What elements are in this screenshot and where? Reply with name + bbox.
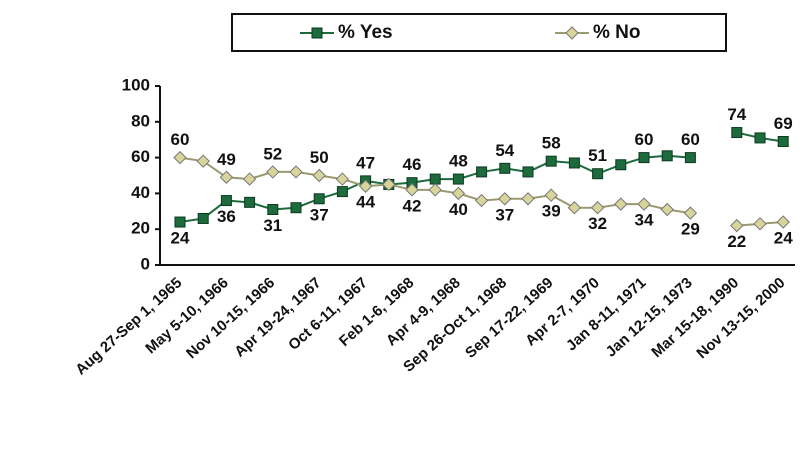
point (382, 177, 396, 192)
point (545, 155, 557, 167)
legend-marker (311, 27, 323, 39)
data-label: 58 (542, 134, 561, 153)
data-label: 60 (171, 130, 190, 149)
point (660, 202, 674, 217)
data-label: 37 (495, 205, 514, 224)
data-label: 46 (403, 155, 422, 174)
point (521, 192, 535, 206)
point (776, 215, 790, 229)
point (266, 165, 280, 179)
point (615, 159, 627, 171)
y-tick-label: 80 (131, 111, 150, 130)
point (592, 168, 604, 180)
point (777, 135, 789, 147)
point (683, 206, 698, 220)
point (522, 166, 534, 178)
data-label: 74 (727, 105, 746, 124)
data-label: 31 (263, 216, 282, 235)
point (267, 204, 279, 216)
point (174, 216, 186, 228)
point (290, 202, 302, 214)
data-label: 39 (542, 202, 561, 221)
data-label: 24 (171, 229, 190, 248)
data-label: 60 (635, 130, 654, 149)
data-label: 48 (449, 152, 468, 171)
point (476, 166, 488, 178)
point (313, 193, 325, 205)
point (219, 170, 234, 184)
y-tick-label: 20 (131, 219, 150, 238)
legend-label: % No (593, 22, 641, 43)
point (753, 217, 767, 231)
point (661, 150, 673, 162)
data-label: 49 (217, 150, 236, 169)
point (590, 201, 605, 215)
point (568, 157, 580, 169)
data-label: 24 (774, 229, 793, 248)
data-label: 29 (681, 220, 700, 239)
point (452, 173, 464, 185)
point (428, 183, 442, 197)
point (429, 173, 441, 185)
point (498, 192, 512, 206)
point (220, 195, 232, 207)
data-label: 44 (356, 193, 375, 212)
point (567, 201, 582, 215)
legend-marker (565, 26, 579, 40)
point (730, 218, 744, 233)
data-label: 34 (635, 211, 654, 230)
legend-label: % Yes (338, 22, 393, 43)
point (451, 186, 466, 201)
point (614, 197, 628, 211)
data-label: 36 (217, 207, 236, 226)
point (637, 197, 651, 211)
point (336, 186, 348, 198)
point (242, 172, 257, 186)
point (289, 165, 303, 179)
point (544, 188, 558, 202)
data-label: 52 (263, 144, 282, 163)
point (499, 162, 511, 174)
y-tick-label: 0 (141, 254, 150, 273)
data-label: 32 (588, 214, 607, 233)
x-tick-label: Jan 8-11, 1971 (563, 274, 649, 354)
point (474, 193, 489, 208)
point (754, 132, 766, 144)
data-label: 42 (403, 196, 422, 215)
point (335, 172, 350, 186)
data-label: 47 (356, 153, 375, 172)
point (197, 212, 209, 224)
data-label: 40 (449, 200, 468, 219)
point (684, 152, 696, 164)
point (358, 179, 373, 193)
point (312, 168, 326, 183)
data-label: 69 (774, 114, 793, 133)
data-label: 60 (681, 130, 700, 149)
point (244, 196, 256, 208)
data-label: 37 (310, 205, 329, 224)
y-tick-label: 100 (122, 75, 150, 94)
point (196, 154, 210, 168)
data-label: 50 (310, 148, 329, 167)
point (731, 127, 743, 139)
point (638, 152, 650, 164)
data-label: 22 (727, 232, 746, 251)
point (405, 183, 419, 197)
x-tick-label: Oct 6-11, 1967 (285, 274, 371, 354)
y-tick-label: 40 (131, 183, 150, 202)
data-label: 51 (588, 146, 607, 165)
y-tick-label: 60 (131, 147, 150, 166)
data-label: 54 (495, 141, 514, 160)
point (173, 150, 187, 165)
